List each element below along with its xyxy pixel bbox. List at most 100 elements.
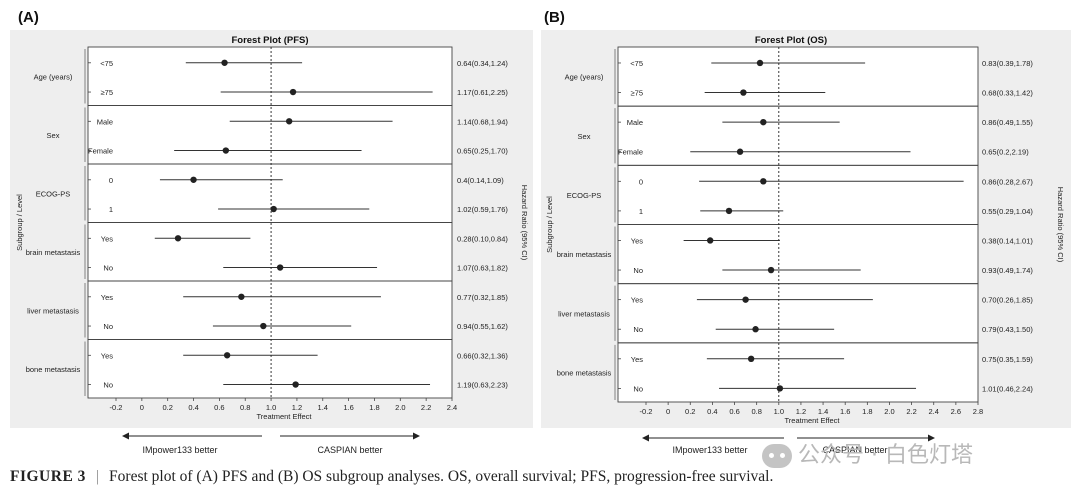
panel-b-hr-point	[742, 296, 749, 303]
panel-b-hr-label: 0.55(0.29,1.04)	[982, 207, 1033, 216]
panel-a-x-tick-label: 2.0	[395, 403, 405, 412]
panel-a-hr-point	[289, 88, 297, 96]
panel-a-hr-point	[222, 147, 230, 154]
panel-a-x-tick-label: 1.0	[266, 403, 276, 412]
panel-a-group-name: Sex	[47, 131, 60, 140]
panel-a-level-label: <75	[100, 59, 113, 68]
panel-a-group-box	[87, 339, 453, 399]
panel-b-x-tick-label: -0.2	[640, 407, 653, 416]
panel-a-level-label: Male	[97, 117, 113, 126]
figure-caption: FIGURE 3 | Forest plot of (A) PFS and (B) …	[10, 468, 1070, 486]
panel-b-x-tick-label: 2.4	[929, 407, 939, 416]
panel-a-level-label: ≥75	[101, 88, 113, 97]
panel-b-hr-label: 1.01(0.46,2.24)	[982, 384, 1033, 393]
panel-b-arrow-right-label: CASPIAN better	[822, 445, 887, 455]
panel-a-x-tick-label: 1.8	[369, 403, 379, 412]
panel-a-group-name: bone metastasis	[26, 365, 81, 374]
panel-a-x-tick-label: 0.2	[162, 403, 172, 412]
panel-b-group-name: ECOG-PS	[567, 191, 602, 200]
panel-a-group-name: Age (years)	[34, 72, 73, 81]
panel-a-level-label: 1	[109, 205, 113, 214]
panel-a-x-tick-label: 0.4	[188, 403, 198, 412]
panel-a-arrow-right-label: CASPIAN better	[317, 445, 382, 455]
panel-a-x-tick-label: 1.4	[318, 403, 328, 412]
panel-b-x-tick-label: 1.6	[840, 407, 850, 416]
panel-b-hr-point	[760, 178, 767, 185]
panel-a-hr-label: 0.94(0.55,1.62)	[457, 322, 508, 331]
panel-b-level-label: Female	[618, 148, 643, 157]
panel-b-x-tick-label: 2.8	[973, 407, 983, 416]
panel-b-x-tick-label: 1.2	[796, 407, 806, 416]
panel-b-hr-label: 0.75(0.35,1.59)	[982, 355, 1033, 364]
panel-b-hr-point	[776, 385, 784, 392]
panel-b-y-axis-label: Subgroup / Level	[545, 196, 554, 253]
panel-b-x-tick-label: 2.2	[906, 407, 916, 416]
panel-b-hr-point	[752, 326, 759, 333]
watermark-text: 公众号 · 白色灯塔	[798, 443, 973, 468]
panel-b-arrow-left-head	[642, 434, 649, 442]
panel-a-right-axis-label: Hazard Ratio (95% CI)	[520, 185, 529, 261]
panel-b-level-label: Yes	[631, 355, 643, 364]
panel-a-hr-label: 0.66(0.32,1.36)	[457, 351, 508, 360]
panel-b-x-axis-label: Treatment Effect	[784, 416, 840, 425]
panel-b-level-label: Male	[627, 118, 643, 127]
panel-a-level-label: 0	[109, 176, 113, 185]
panel-a-level-label: No	[103, 264, 113, 273]
panel-b-x-tick-label: 2.0	[884, 407, 894, 416]
panel-b-level-label: Yes	[631, 296, 643, 305]
panel-b-group-name: bone metastasis	[557, 368, 612, 377]
panel-a-hr-label: 1.07(0.63,1.82)	[457, 264, 508, 273]
panel-b-hr-point	[756, 59, 764, 67]
panel-a-x-tick-label: 2.2	[421, 403, 431, 412]
panel-b-arrow-left-label: IMpower133 better	[672, 445, 747, 455]
panel-b-level-label: <75	[630, 59, 643, 68]
panel-b-level-label: 0	[639, 177, 643, 186]
wechat-icon	[762, 444, 792, 468]
panel-b-hr-point	[706, 237, 714, 244]
panel-b-x-tick-label: 0.2	[685, 407, 695, 416]
panel-a-hr-label: 1.14(0.68,1.94)	[457, 117, 508, 126]
panel-a-hr-label: 1.19(0.63,2.23)	[457, 381, 508, 390]
panel-a-hr-label: 0.65(0.25,1.70)	[457, 147, 508, 156]
panel-a-group-name: brain metastasis	[26, 248, 81, 257]
watermark: 公众号 · 白色灯塔	[762, 437, 973, 469]
panel-b-group-name: brain metastasis	[557, 250, 612, 259]
panel-a-x-tick-label: 0.6	[214, 403, 224, 412]
panel-b-hr-label: 0.38(0.14,1.01)	[982, 236, 1033, 245]
panel-a-x-tick-label: 1.6	[343, 403, 353, 412]
panel-a-level-label: No	[103, 381, 113, 390]
panel-b-x-tick-label: 1.4	[818, 407, 828, 416]
panel-a-title: Forest Plot (PFS)	[231, 35, 308, 46]
panel-b-hr-label: 0.68(0.33,1.42)	[982, 89, 1033, 98]
panel-b-hr-point	[747, 355, 755, 363]
panel-b-hr-point	[736, 148, 744, 155]
panel-a-hr-label: 1.02(0.59,1.76)	[457, 205, 508, 214]
panel-a-hr-point	[270, 205, 277, 213]
panel-b-x-tick-label: 1.8	[862, 407, 872, 416]
panel-a-hr-label: 0.28(0.10,0.84)	[457, 234, 508, 243]
panel-a-x-tick-label: 1.2	[292, 403, 302, 412]
panel-a-level-label: Yes	[101, 234, 113, 243]
panel-a-hr-label: 1.17(0.61,2.25)	[457, 88, 508, 97]
panel-a-x-tick-label: 2.4	[447, 403, 457, 412]
panel-b-x-tick-label: 2.6	[951, 407, 961, 416]
panel-a-x-tick-label: 0.8	[240, 403, 250, 412]
panel-b-hr-point	[760, 118, 767, 126]
panel-a-hr-point	[285, 118, 293, 125]
panel-b-level-label: No	[633, 266, 643, 275]
panel-b-group-name: Sex	[578, 132, 591, 141]
panel-b-hr-point	[740, 89, 747, 96]
panel-a-y-axis-label: Subgroup / Level	[15, 194, 24, 251]
panel-a-hr-point	[260, 322, 267, 330]
panel-b-title: Forest Plot (OS)	[755, 35, 827, 46]
panel-b-right-axis-label: Hazard Ratio (95% CI)	[1056, 187, 1065, 263]
panel-b-level-label: No	[633, 384, 643, 393]
panel-b-arrow-right-head	[928, 434, 935, 442]
panel-b-hr-point	[725, 207, 733, 215]
panel-b-x-tick-label: 0	[666, 407, 670, 416]
panel-a-x-tick-label: 0	[140, 403, 144, 412]
panel-a-hr-point	[292, 381, 299, 388]
panel-b-hr-label: 0.70(0.26,1.85)	[982, 296, 1033, 305]
